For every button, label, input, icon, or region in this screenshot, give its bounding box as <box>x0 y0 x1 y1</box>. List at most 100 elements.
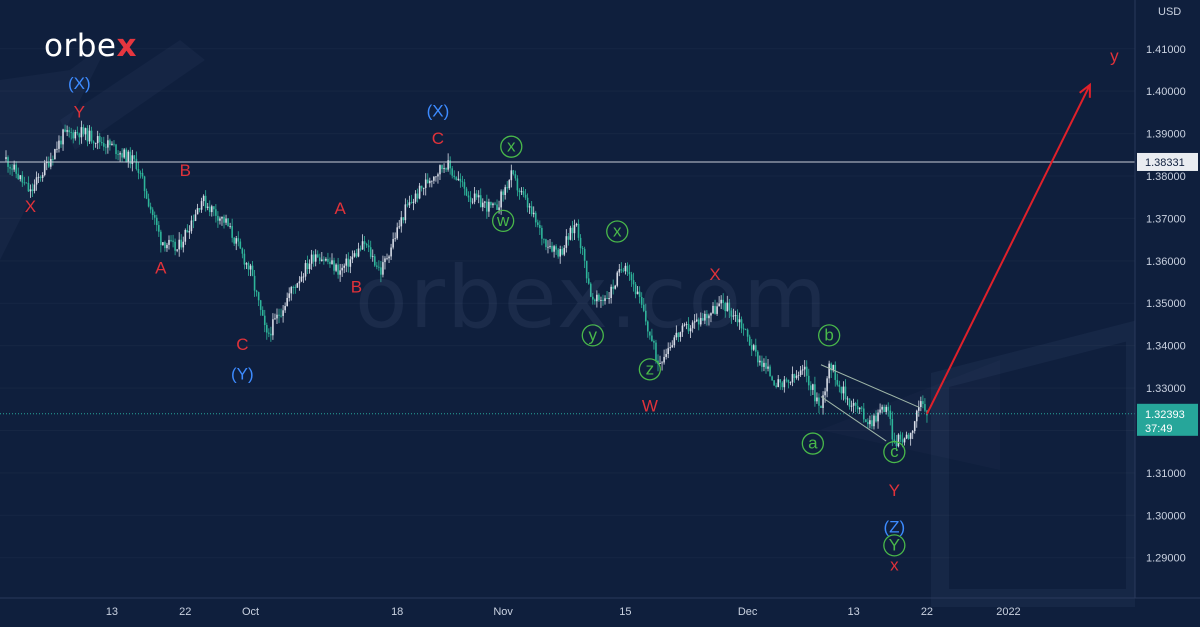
candle <box>885 404 887 415</box>
candle <box>467 191 470 203</box>
candle <box>225 214 227 226</box>
candle <box>164 240 166 252</box>
candle <box>190 215 193 234</box>
candle <box>215 204 217 223</box>
candle <box>196 203 199 215</box>
wave-label-blue: (X) <box>427 102 450 121</box>
candle <box>290 285 293 301</box>
candle <box>877 409 879 429</box>
candle <box>23 176 26 186</box>
wave-label-red: x <box>890 555 899 574</box>
candle <box>742 323 745 336</box>
candle <box>775 382 777 389</box>
candle <box>133 155 136 162</box>
svg-text:X: X <box>709 265 720 284</box>
candle <box>602 294 604 306</box>
candle <box>369 240 372 259</box>
channel-upper-line[interactable] <box>820 364 919 408</box>
candle <box>208 200 211 217</box>
candle <box>628 264 631 281</box>
candle <box>913 420 916 434</box>
candle <box>441 164 443 173</box>
candle <box>453 170 456 180</box>
candle <box>551 241 553 253</box>
candle <box>589 282 592 297</box>
candle <box>644 303 647 326</box>
candle <box>359 245 362 252</box>
candle <box>726 295 729 312</box>
candle <box>534 210 537 228</box>
candle <box>282 305 284 323</box>
candle <box>64 124 66 133</box>
x-tick-label: Oct <box>242 606 259 618</box>
candle <box>563 244 566 257</box>
candle <box>773 380 775 386</box>
candle <box>612 279 614 295</box>
candle <box>447 153 449 172</box>
y-tick-label: 1.35000 <box>1146 298 1186 310</box>
candle <box>31 183 34 198</box>
candle <box>178 232 180 257</box>
candle <box>779 379 782 390</box>
candle <box>769 364 771 377</box>
candle <box>329 257 331 268</box>
candle <box>160 229 162 253</box>
candle <box>887 402 890 417</box>
candle <box>17 167 20 180</box>
candle <box>219 216 221 225</box>
candle <box>616 270 619 288</box>
candle <box>58 135 60 153</box>
candle <box>486 194 488 219</box>
svg-text:y: y <box>589 325 598 344</box>
currency-label: USD <box>1158 6 1181 18</box>
candle <box>255 289 258 297</box>
candle <box>761 355 763 372</box>
candle <box>695 313 698 323</box>
candle <box>903 437 906 446</box>
candle <box>433 176 435 184</box>
candle <box>105 143 107 155</box>
candle <box>704 310 706 325</box>
candle <box>449 156 451 175</box>
candle <box>655 339 657 364</box>
candle <box>410 194 413 204</box>
candle <box>490 201 492 208</box>
candle <box>435 176 437 182</box>
currency-box <box>1136 0 1200 22</box>
y-axis[interactable]: 1.41000 1.40000 1.39000 1.38000 1.37000 1.360… <box>1134 0 1200 627</box>
candle <box>337 257 339 279</box>
candle <box>530 201 533 217</box>
candle <box>345 254 348 273</box>
candle <box>100 137 103 146</box>
x-axis[interactable]: 13 22 Oct 18 Nov 15 Dec 13 22 2022 <box>0 597 1200 618</box>
y-tick-label: 1.33000 <box>1146 383 1186 395</box>
candle <box>683 322 686 327</box>
wave-label-red: C <box>432 129 444 148</box>
candle <box>321 251 323 262</box>
candle <box>555 244 557 255</box>
candle <box>363 235 366 252</box>
candle <box>512 169 515 176</box>
candle <box>373 253 376 268</box>
candle <box>158 221 160 237</box>
channel-lower-line[interactable] <box>820 396 887 442</box>
candle <box>439 164 441 181</box>
candle <box>172 234 174 248</box>
candle <box>41 172 44 182</box>
candle <box>33 179 36 194</box>
candle <box>604 295 606 305</box>
candle <box>54 148 56 160</box>
candle <box>43 159 46 177</box>
projection-arrow[interactable] <box>926 84 1091 415</box>
candle <box>365 242 368 248</box>
candle <box>502 189 504 202</box>
candle <box>830 362 832 379</box>
candle <box>376 261 378 270</box>
candle <box>567 232 570 246</box>
candle <box>35 171 38 191</box>
candle <box>856 399 859 414</box>
candle <box>19 174 22 182</box>
x-tick-label: Nov <box>493 606 513 618</box>
